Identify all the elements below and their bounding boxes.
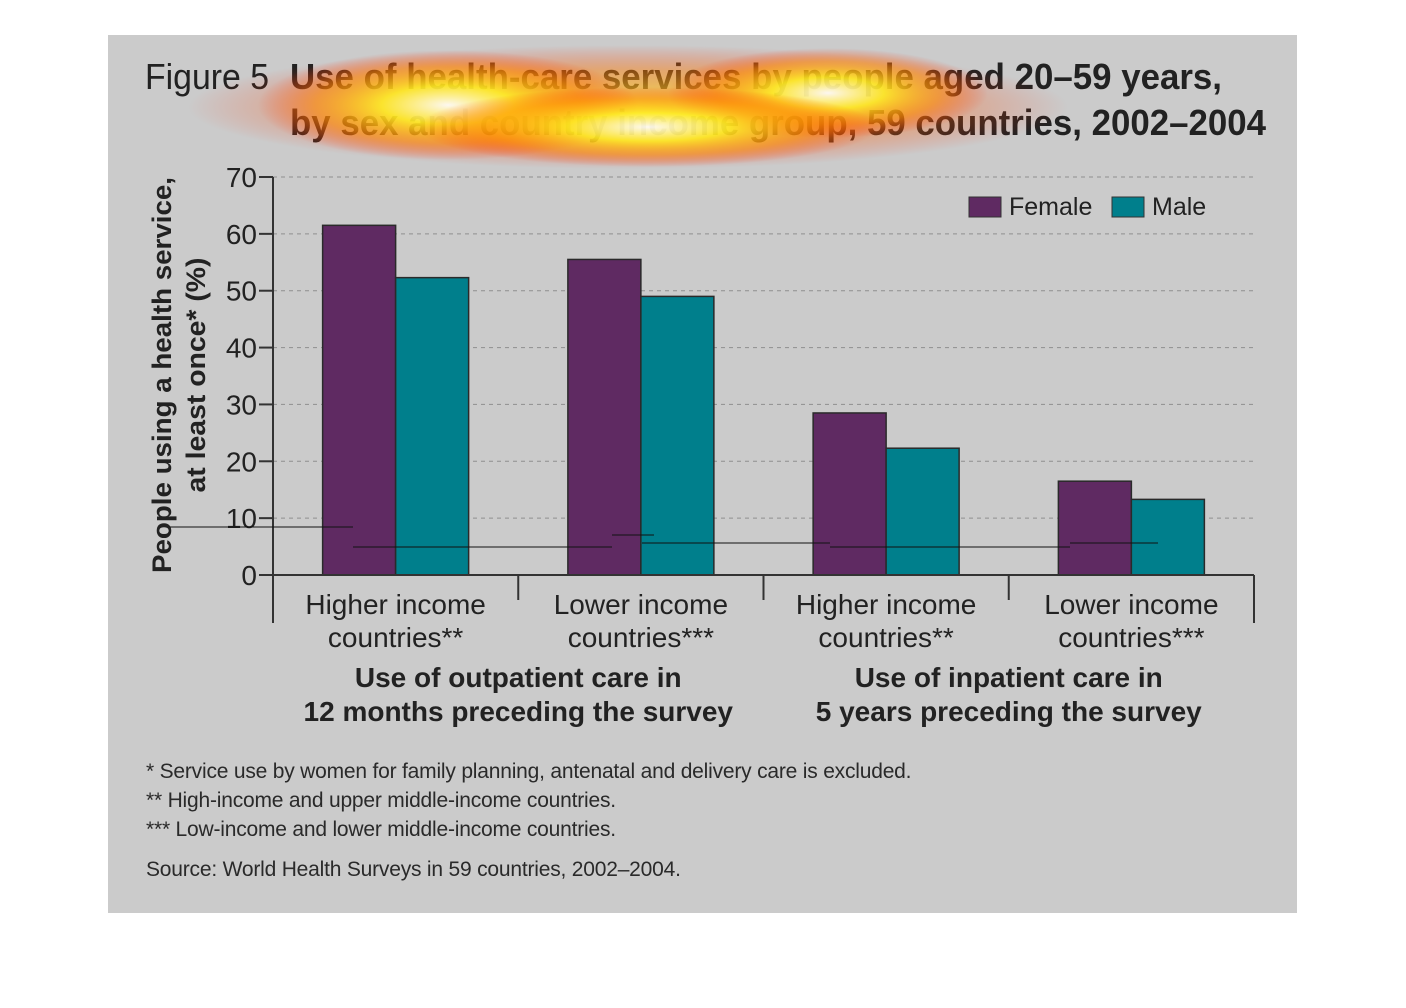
footnote-2: ** High-income and upper middle-income c… — [146, 789, 616, 812]
y-axis-label-line1: People using a health service, — [147, 177, 177, 573]
y-tick-label: 0 — [241, 560, 257, 591]
x-axis-ticks — [517, 575, 1255, 623]
bar-female — [567, 258, 642, 576]
legend-label-male: Male — [1152, 193, 1206, 221]
legend-swatch-male — [1111, 196, 1145, 218]
legend: Female Male — [968, 193, 1206, 221]
y-tick-label: 30 — [226, 389, 257, 420]
figure-panel: Figure 5 Use of health-care services by … — [108, 35, 1297, 913]
annotation-lines — [170, 526, 1158, 548]
bar-male — [394, 276, 470, 576]
group-label: 12 months preceding the survey — [304, 696, 734, 727]
legend-label-female: Female — [1009, 193, 1092, 221]
y-tick-label: 40 — [226, 333, 257, 364]
y-tick-label: 10 — [226, 503, 257, 534]
y-axis-ticks: 0 10 20 30 40 50 60 70 — [226, 162, 273, 591]
category-label: countries** — [328, 622, 464, 653]
category-label: countries** — [818, 622, 954, 653]
category-label: countries*** — [1058, 622, 1204, 653]
bar-female — [321, 224, 397, 576]
category-label: Higher income — [796, 589, 977, 620]
footnote-3: *** Low-income and lower middle-income c… — [146, 818, 616, 841]
category-label: countries*** — [568, 622, 714, 653]
category-label: Lower income — [554, 589, 728, 620]
bar-chart: Figure 5 Use of health-care services by … — [145, 45, 1266, 727]
y-tick-label: 50 — [226, 276, 257, 307]
bar-male — [640, 295, 715, 576]
bars — [321, 224, 1206, 576]
source-note: Source: World Health Surveys in 59 count… — [146, 858, 681, 881]
group-label: 5 years preceding the survey — [816, 696, 1202, 727]
y-tick-label: 70 — [226, 162, 257, 193]
y-tick-label: 20 — [226, 446, 257, 477]
y-axis-label-line2: at least once* (%) — [181, 258, 211, 493]
bar-male — [885, 447, 960, 576]
group-label: Use of outpatient care in — [355, 662, 682, 693]
legend-swatch-female — [968, 196, 1002, 218]
category-label: Lower income — [1044, 589, 1218, 620]
footnote-1: * Service use by women for family planni… — [146, 760, 912, 783]
bar-female — [812, 412, 887, 576]
y-tick-label: 60 — [226, 219, 257, 250]
attention-heatmap-overlay — [188, 45, 1068, 169]
group-label: Use of inpatient care in — [855, 662, 1163, 693]
bar-female — [1057, 480, 1133, 576]
bar-male — [1130, 498, 1206, 576]
category-label: Higher income — [305, 589, 486, 620]
